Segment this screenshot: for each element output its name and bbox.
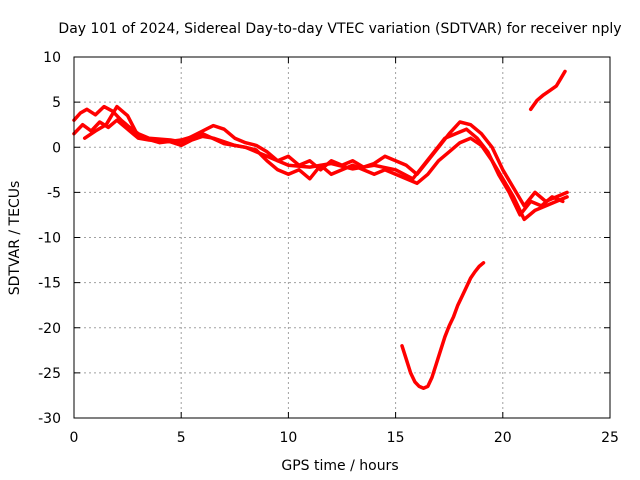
x-axis-label: GPS time / hours (281, 458, 398, 474)
x-tick-label: 10 (279, 430, 297, 446)
y-tick-label: 5 (52, 95, 61, 111)
y-tick-label: -5 (47, 185, 61, 201)
x-tick-label: 5 (177, 430, 186, 446)
y-tick-label: 0 (52, 140, 61, 156)
axis-ticks: 0 5 10 15 20 25 -30 -25 -20 -15 -10 -5 0 5 10 (38, 50, 619, 446)
y-tick-label: -20 (38, 321, 61, 337)
series-line-trace-c (82, 104, 565, 217)
y-tick-label: -25 (38, 366, 61, 382)
y-axis-label: SDTVAR / TECUs (7, 181, 23, 296)
x-tick-label: 25 (601, 430, 619, 446)
y-tick-label: -10 (38, 231, 61, 247)
series-line-trace-e (528, 69, 567, 112)
data-series (72, 69, 569, 390)
y-tick-label: 10 (43, 50, 61, 66)
grid (74, 57, 610, 418)
x-tick-label: 0 (70, 430, 79, 446)
y-tick-label: -30 (38, 411, 61, 427)
series-line-trace-d (400, 261, 486, 390)
y-tick-label: -15 (38, 276, 61, 292)
chart-title: Day 101 of 2024, Sidereal Day-to-day VTE… (58, 21, 621, 37)
x-tick-label: 15 (387, 430, 405, 446)
x-tick-label: 20 (494, 430, 512, 446)
series-line-trace-a (72, 104, 569, 208)
